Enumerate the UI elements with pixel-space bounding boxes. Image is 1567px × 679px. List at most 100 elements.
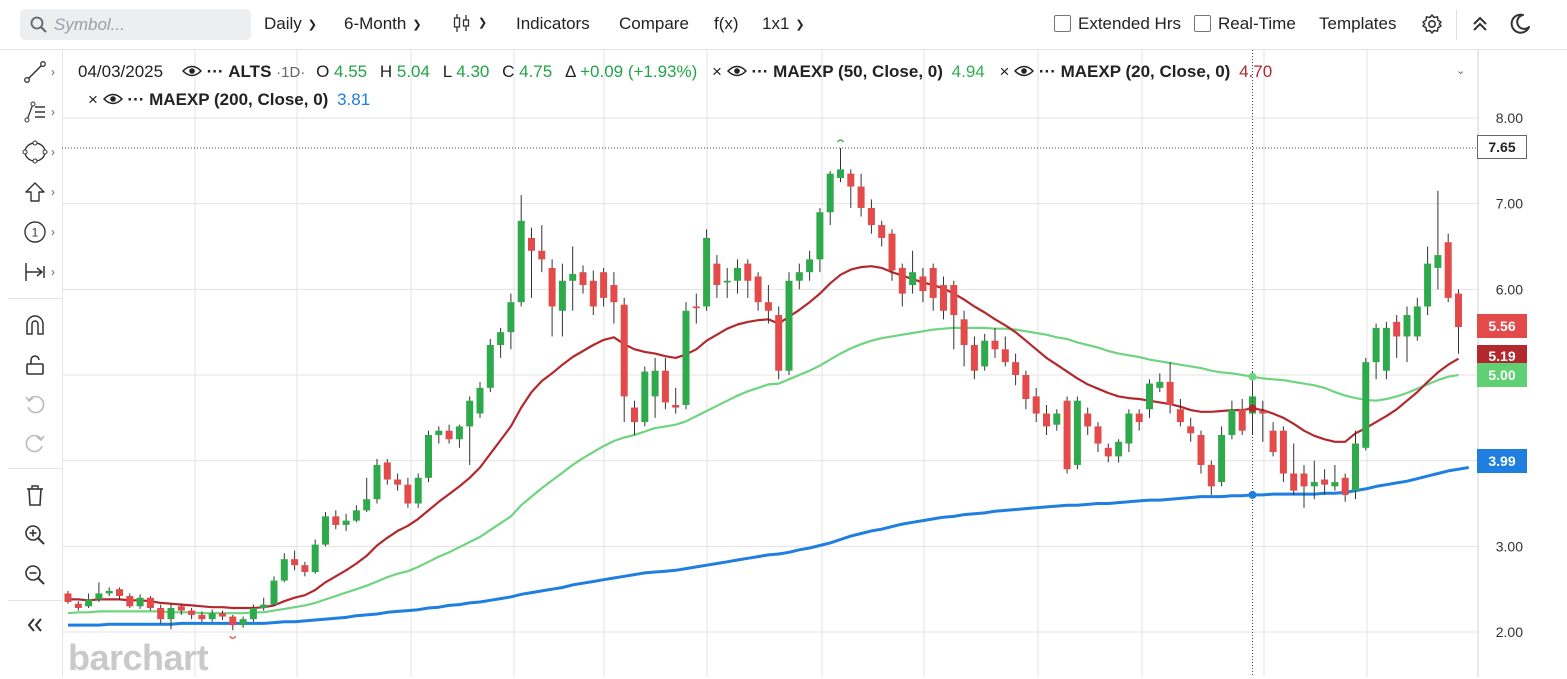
real-time-checkbox[interactable] [1194, 15, 1211, 32]
high-marker [837, 139, 844, 143]
candle-down [198, 614, 206, 620]
measure-tool[interactable] [20, 257, 50, 287]
shapes-tool[interactable] [20, 137, 50, 167]
candle-up [795, 272, 803, 281]
delete-button[interactable] [20, 480, 50, 510]
arrow-up-icon [25, 182, 45, 202]
lock-tool[interactable] [20, 350, 50, 380]
candle-down [940, 285, 947, 311]
chart-type-dropdown[interactable]: ❯ [452, 12, 487, 34]
candle-down [764, 302, 772, 311]
function-button[interactable]: f(x) [714, 14, 739, 33]
candle-up [1434, 255, 1442, 268]
candle-up [476, 387, 484, 414]
undo-button[interactable] [20, 389, 50, 419]
remove-ma200-icon[interactable]: × [88, 90, 98, 109]
candle-down [64, 593, 72, 603]
y-tick-label: 3.00 [1496, 538, 1523, 554]
candle-up [363, 499, 371, 511]
collapse-toolbar-button[interactable] [20, 610, 50, 640]
compare-button[interactable]: Compare [619, 14, 689, 33]
chevron-right-icon[interactable]: › [51, 65, 55, 79]
double-chevron-left-icon [27, 618, 42, 632]
chevron-right-icon[interactable]: › [51, 225, 55, 239]
remove-ma20-icon[interactable]: × [999, 62, 1010, 81]
candle-up [105, 590, 113, 594]
candle-down [126, 596, 134, 607]
candle-down [620, 304, 628, 397]
remove-ma50-icon[interactable]: × [712, 62, 722, 81]
candle-down [146, 597, 154, 609]
collapse-up-icon[interactable] [1470, 14, 1490, 34]
candle-up [352, 510, 360, 521]
toolbar-separator [8, 600, 62, 601]
more-icon[interactable]: ··· [751, 62, 769, 81]
dark-mode-moon-icon[interactable] [1508, 12, 1532, 36]
templates-button[interactable]: Templates [1319, 14, 1397, 33]
redo-button[interactable] [20, 428, 50, 458]
eye-icon[interactable] [102, 91, 123, 111]
legend-open-label: O [316, 62, 330, 81]
candle-up [260, 604, 268, 609]
ma20-dot [1248, 404, 1257, 413]
settings-gear-icon[interactable] [1421, 13, 1443, 35]
trendline-icon [24, 61, 46, 83]
extended-hrs-checkbox[interactable] [1054, 15, 1071, 32]
more-icon[interactable]: ··· [206, 62, 224, 81]
candle-up [703, 237, 711, 307]
candle-down [1197, 434, 1205, 465]
zoom-out-button[interactable] [20, 560, 50, 590]
ma50-dot [1248, 372, 1257, 381]
indicators-button[interactable]: Indicators [516, 14, 590, 33]
candle-down [744, 263, 752, 281]
candle-up [373, 464, 381, 500]
candle-up [1073, 400, 1081, 465]
candle-up [1125, 413, 1133, 444]
ma20-line [68, 265, 1460, 610]
chevron-right-icon[interactable]: › [51, 145, 55, 159]
layout-dropdown[interactable]: 1x1 ❯ [762, 14, 805, 34]
chevron-right-icon[interactable]: › [51, 185, 55, 199]
candle-up [249, 608, 257, 620]
more-icon[interactable]: ··· [1038, 62, 1056, 81]
candle-up [734, 267, 741, 281]
zoom-in-button[interactable] [20, 520, 50, 550]
ma50-value: 4.94 [951, 62, 985, 81]
candle-down [1094, 426, 1102, 444]
more-icon[interactable]: ··· [127, 90, 145, 109]
arrow-tool[interactable] [20, 177, 50, 207]
candle-down [1187, 426, 1195, 434]
legend-collapse-chevron-icon[interactable]: ⌄ [1456, 65, 1466, 77]
candlestick-icon [453, 14, 470, 32]
ma200-dot [1248, 490, 1257, 499]
legend-close-label: C [502, 62, 515, 81]
fibonacci-tool[interactable] [20, 97, 50, 127]
chevron-right-icon[interactable]: › [51, 265, 55, 279]
annotation-tool[interactable]: 1 [20, 217, 50, 247]
candle-down [713, 263, 721, 286]
eye-icon[interactable] [1014, 63, 1035, 83]
candle-up [342, 520, 350, 525]
symbol-search-input[interactable]: Symbol... [20, 9, 251, 40]
candle-down [888, 233, 896, 271]
candle-down [1166, 381, 1174, 405]
candle-down [589, 280, 597, 307]
range-dropdown[interactable]: 6-Month ❯ [344, 14, 422, 34]
measure-icon [25, 263, 45, 281]
extended-hrs-label[interactable]: Extended Hrs [1078, 14, 1181, 33]
magnet-tool[interactable] [20, 310, 50, 340]
eye-icon[interactable] [181, 63, 202, 83]
trendline-tool[interactable] [20, 57, 50, 87]
interval-dropdown[interactable]: Daily ❯ [264, 14, 317, 34]
candle-up [1372, 327, 1380, 363]
candle-down [528, 237, 535, 251]
eye-icon[interactable] [726, 63, 747, 83]
candle-down [1444, 242, 1452, 298]
real-time-label[interactable]: Real-Time [1218, 14, 1296, 33]
candle-up [1403, 315, 1411, 337]
legend-low-label: L [442, 62, 452, 81]
chevron-right-icon[interactable]: › [51, 105, 55, 119]
candle-down [960, 319, 968, 346]
candle-down [692, 306, 700, 309]
